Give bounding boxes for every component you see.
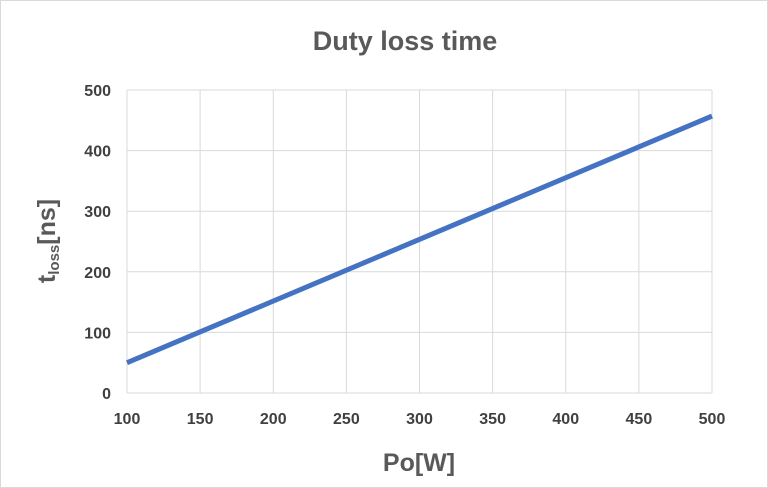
x-tick-label: 300 xyxy=(406,411,433,428)
chart-title: Duty loss time xyxy=(313,26,498,56)
x-tick-label: 250 xyxy=(333,411,360,428)
series-line xyxy=(126,113,713,366)
y-tick-label: 0 xyxy=(102,386,111,403)
y-axis-title-suffix: [ns] xyxy=(33,199,61,245)
x-tick-label: 100 xyxy=(114,411,141,428)
y-tick-label: 200 xyxy=(84,265,111,282)
y-axis-ticks: 0 100 200 300 400 500 xyxy=(84,83,111,403)
y-axis-title-subscript: loss xyxy=(46,245,63,275)
x-axis-title: Po[W] xyxy=(383,449,455,477)
x-tick-label: 150 xyxy=(187,411,214,428)
y-tick-label: 300 xyxy=(84,204,111,221)
y-tick-label: 400 xyxy=(84,144,111,161)
grid xyxy=(126,89,713,394)
y-tick-label: 100 xyxy=(84,325,111,342)
x-tick-label: 450 xyxy=(626,411,653,428)
x-tick-label: 350 xyxy=(479,411,506,428)
x-tick-label: 500 xyxy=(699,411,726,428)
x-tick-label: 400 xyxy=(552,411,579,428)
series-group xyxy=(126,113,713,366)
y-tick-label: 500 xyxy=(84,83,111,100)
x-axis-ticks: 100 150 200 250 300 350 400 450 500 xyxy=(114,411,726,428)
y-axis-title: tloss[ns] xyxy=(33,199,63,283)
x-tick-label: 200 xyxy=(260,411,287,428)
y-axis-title-main: t xyxy=(33,274,61,283)
